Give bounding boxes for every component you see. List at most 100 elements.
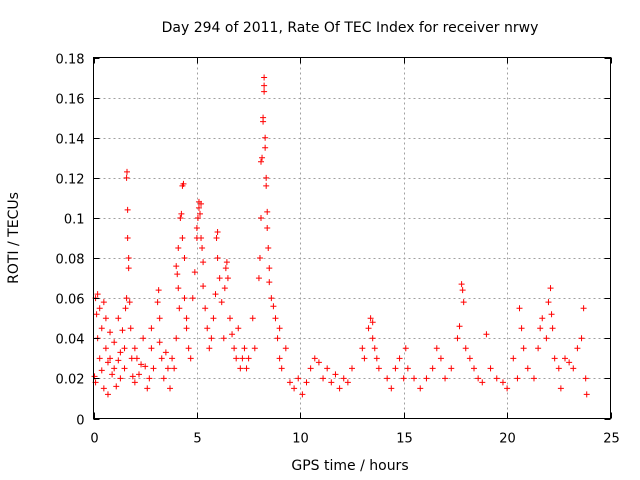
data-point bbox=[361, 355, 368, 362]
data-point bbox=[349, 365, 355, 372]
y-tick-label: 0.04 bbox=[56, 333, 85, 348]
data-point bbox=[583, 391, 590, 398]
data-point bbox=[123, 174, 130, 181]
data-point bbox=[140, 335, 147, 342]
data-point bbox=[295, 375, 302, 382]
data-point bbox=[189, 295, 196, 302]
data-point bbox=[411, 375, 418, 382]
data-point bbox=[530, 375, 537, 382]
data-point bbox=[266, 265, 273, 272]
data-point bbox=[223, 259, 230, 266]
data-point bbox=[98, 325, 105, 332]
data-point bbox=[266, 279, 273, 286]
data-point bbox=[125, 255, 132, 262]
data-point bbox=[516, 305, 523, 312]
data-point bbox=[261, 88, 268, 95]
data-point bbox=[96, 355, 103, 362]
data-point bbox=[371, 345, 378, 352]
data-point bbox=[462, 345, 469, 352]
data-point bbox=[261, 82, 268, 89]
grid bbox=[93, 57, 611, 419]
data-point bbox=[580, 305, 587, 312]
data-point bbox=[104, 359, 111, 366]
data-point bbox=[454, 335, 461, 342]
data-point bbox=[256, 255, 263, 262]
data-point bbox=[119, 327, 126, 334]
data-point bbox=[369, 335, 376, 342]
data-point bbox=[392, 365, 399, 372]
data-point bbox=[384, 375, 391, 382]
data-point bbox=[177, 214, 184, 221]
data-point bbox=[117, 375, 124, 382]
data-point bbox=[243, 365, 250, 372]
data-point bbox=[458, 281, 465, 288]
data-point bbox=[124, 168, 131, 175]
data-point bbox=[221, 285, 228, 292]
data-point bbox=[241, 345, 248, 352]
data-point bbox=[359, 345, 366, 352]
data-point bbox=[169, 355, 176, 362]
data-point bbox=[218, 299, 225, 306]
data-point bbox=[150, 365, 157, 372]
data-point bbox=[204, 325, 211, 332]
data-point bbox=[148, 345, 155, 352]
y-tick-label: 0.06 bbox=[56, 293, 85, 308]
x-tick-label: 15 bbox=[396, 432, 413, 447]
data-point bbox=[194, 214, 201, 221]
data-point bbox=[582, 375, 589, 382]
data-point bbox=[173, 263, 180, 270]
data-point bbox=[100, 385, 107, 392]
data-point bbox=[504, 385, 511, 392]
data-point bbox=[437, 355, 444, 362]
data-point bbox=[518, 325, 525, 332]
data-point bbox=[96, 305, 103, 312]
data-point bbox=[272, 315, 279, 322]
data-point bbox=[264, 208, 271, 215]
data-point bbox=[178, 210, 185, 217]
data-point bbox=[423, 375, 430, 382]
data-point bbox=[156, 339, 163, 346]
data-point bbox=[261, 74, 268, 81]
data-point bbox=[158, 355, 165, 362]
data-point bbox=[537, 325, 544, 332]
y-tick-label: 0.02 bbox=[56, 373, 85, 388]
data-point bbox=[216, 275, 223, 282]
data-point bbox=[475, 375, 482, 382]
data-point bbox=[551, 355, 558, 362]
data-point bbox=[249, 315, 256, 322]
data-point bbox=[402, 345, 409, 352]
data-point bbox=[93, 311, 100, 318]
data-point bbox=[459, 287, 466, 294]
x-tick-label: 10 bbox=[292, 432, 309, 447]
data-point bbox=[263, 174, 270, 181]
data-point bbox=[307, 365, 314, 372]
data-point bbox=[262, 144, 269, 151]
data-point bbox=[520, 345, 527, 352]
y-tick-label: 0.14 bbox=[56, 133, 85, 148]
data-point bbox=[239, 355, 246, 362]
data-point bbox=[233, 355, 240, 362]
data-point bbox=[142, 363, 149, 370]
data-point bbox=[199, 245, 206, 252]
axis-ticks: 0 0.02 0.04 0.06 0.08 0.1 0.12 0.14 0.16 0.18 0 5 10… bbox=[56, 53, 620, 447]
data-point bbox=[154, 299, 161, 306]
data-point bbox=[263, 182, 270, 189]
data-point bbox=[121, 345, 128, 352]
data-point bbox=[111, 365, 118, 372]
data-point bbox=[214, 228, 221, 235]
data-point bbox=[270, 303, 277, 310]
plot-frame bbox=[93, 57, 611, 419]
data-point bbox=[181, 255, 188, 262]
data-point bbox=[176, 305, 183, 312]
data-point bbox=[466, 355, 473, 362]
data-point bbox=[107, 355, 114, 362]
data-point bbox=[109, 371, 116, 378]
data-point bbox=[259, 154, 266, 161]
data-point bbox=[268, 295, 275, 302]
data-point bbox=[557, 385, 564, 392]
data-point bbox=[200, 259, 207, 266]
data-point bbox=[400, 375, 407, 382]
data-point bbox=[328, 379, 335, 386]
data-point bbox=[98, 367, 105, 374]
data-point bbox=[125, 265, 132, 272]
